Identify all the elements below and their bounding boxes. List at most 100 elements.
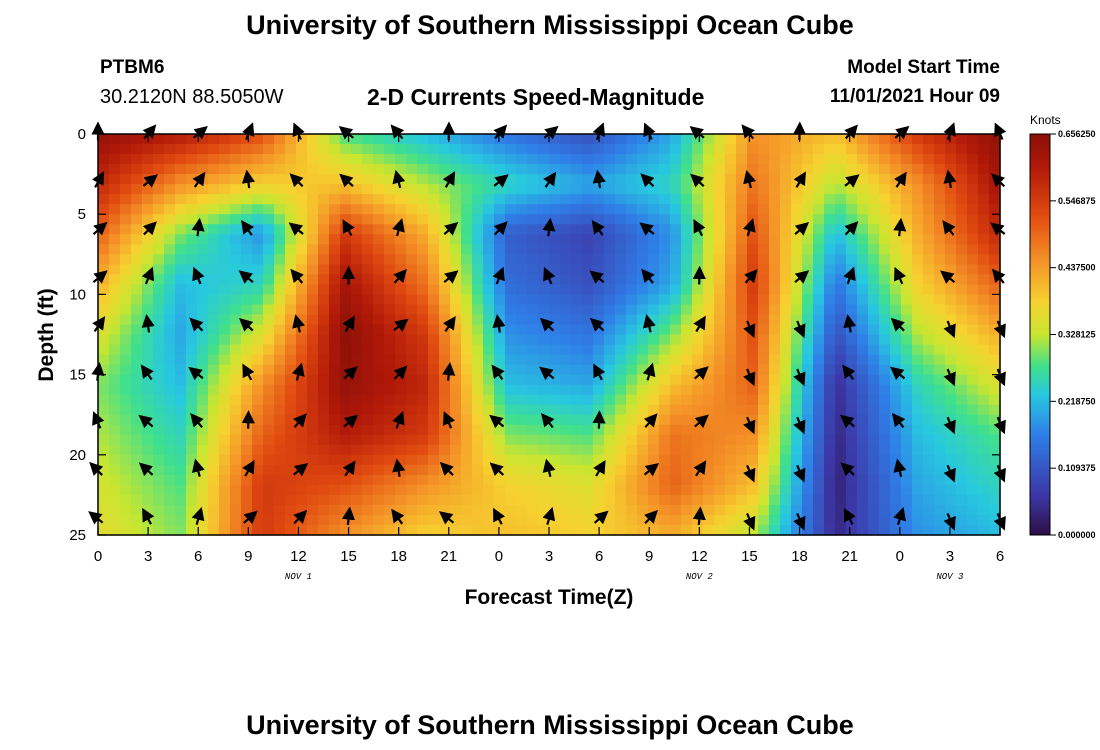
heat-cell — [538, 394, 550, 406]
heat-cell — [989, 294, 1001, 306]
heat-cell — [967, 154, 979, 165]
heat-cell — [307, 224, 319, 235]
heat-cell — [703, 234, 715, 245]
heat-cell — [934, 424, 946, 436]
heat-cell — [340, 394, 352, 406]
heat-cell — [824, 454, 836, 466]
heat-cell — [186, 174, 198, 185]
heat-cell — [978, 384, 990, 396]
heat-cell — [230, 204, 242, 215]
heat-cell — [252, 284, 264, 296]
heat-cell — [296, 134, 308, 145]
heat-cell — [802, 484, 814, 496]
heat-cell — [769, 294, 781, 306]
heat-cell — [252, 244, 264, 255]
heat-cell — [582, 394, 594, 406]
heat-cell — [934, 414, 946, 426]
heat-cell — [197, 164, 209, 175]
heat-cell — [461, 334, 473, 346]
heat-cell — [296, 394, 308, 406]
heat-cell — [824, 174, 836, 185]
heat-cell — [648, 314, 660, 326]
current-vector-arrow — [840, 462, 855, 477]
heat-cell — [758, 494, 770, 506]
heat-cell — [461, 454, 473, 466]
heat-cell — [923, 144, 935, 155]
heat-cell — [329, 144, 341, 155]
heat-cell — [703, 524, 715, 536]
heat-cell — [593, 154, 605, 165]
heat-cell — [472, 434, 484, 446]
heat-cell — [461, 264, 473, 275]
heat-cell — [285, 464, 297, 476]
current-vector-arrow — [693, 219, 706, 237]
current-vector-arrow — [843, 266, 856, 285]
heat-cell — [219, 374, 231, 386]
heat-cell — [714, 374, 726, 386]
heat-cell — [274, 464, 286, 476]
heat-cell — [692, 434, 704, 446]
heat-cell — [703, 244, 715, 255]
heat-cell — [450, 254, 462, 265]
heat-cell — [153, 514, 165, 526]
heat-cell — [417, 464, 429, 476]
heat-cell — [769, 464, 781, 476]
heat-cell — [406, 354, 418, 366]
heat-cell — [626, 494, 638, 506]
heat-cell — [252, 254, 264, 265]
heat-cell — [901, 364, 913, 376]
heat-cell — [868, 294, 880, 306]
heat-cell — [747, 394, 759, 406]
heat-cell — [241, 194, 253, 205]
heat-cell — [296, 444, 308, 456]
heat-cell — [769, 304, 781, 316]
heat-cell — [670, 474, 682, 486]
current-vector-arrow — [893, 171, 907, 188]
heat-cell — [879, 214, 891, 225]
heat-cell — [395, 304, 407, 316]
heat-cell — [780, 384, 792, 396]
heat-cell — [208, 454, 220, 466]
heat-cell — [505, 314, 517, 326]
heat-cell — [527, 284, 539, 296]
heat-cell — [230, 194, 242, 205]
heat-cell — [890, 244, 902, 255]
heat-cell — [340, 384, 352, 396]
heat-cell — [494, 484, 506, 496]
heat-cell — [197, 344, 209, 356]
heat-cell — [527, 504, 539, 516]
heat-cell — [351, 384, 363, 396]
heat-cell — [593, 264, 605, 275]
heat-cell — [164, 194, 176, 205]
heat-cell — [967, 234, 979, 245]
heat-cell — [263, 454, 275, 466]
heat-cell — [131, 204, 143, 215]
heat-cell — [714, 364, 726, 376]
heat-cell — [318, 484, 330, 496]
heat-cell — [98, 404, 110, 416]
heat-cell — [417, 254, 429, 265]
heat-cell — [252, 394, 264, 406]
heat-cell — [98, 194, 110, 205]
heat-cell — [208, 224, 220, 235]
heat-cell — [395, 394, 407, 406]
heat-cell — [318, 224, 330, 235]
heat-cell — [274, 514, 286, 526]
heat-cell — [571, 464, 583, 476]
heat-cell — [648, 444, 660, 456]
heat-cell — [923, 194, 935, 205]
heat-cell — [384, 254, 396, 265]
heat-cell — [571, 204, 583, 215]
heat-cell — [285, 384, 297, 396]
heat-cell — [483, 334, 495, 346]
heat-cell — [571, 364, 583, 376]
heat-cell — [285, 334, 297, 346]
current-vector-arrow — [539, 366, 555, 381]
heat-cell — [934, 204, 946, 215]
heat-cell — [505, 434, 517, 446]
heat-cell — [208, 334, 220, 346]
heat-cell — [373, 264, 385, 275]
heat-cell — [318, 334, 330, 346]
heat-cell — [912, 144, 924, 155]
heat-cell — [274, 284, 286, 296]
